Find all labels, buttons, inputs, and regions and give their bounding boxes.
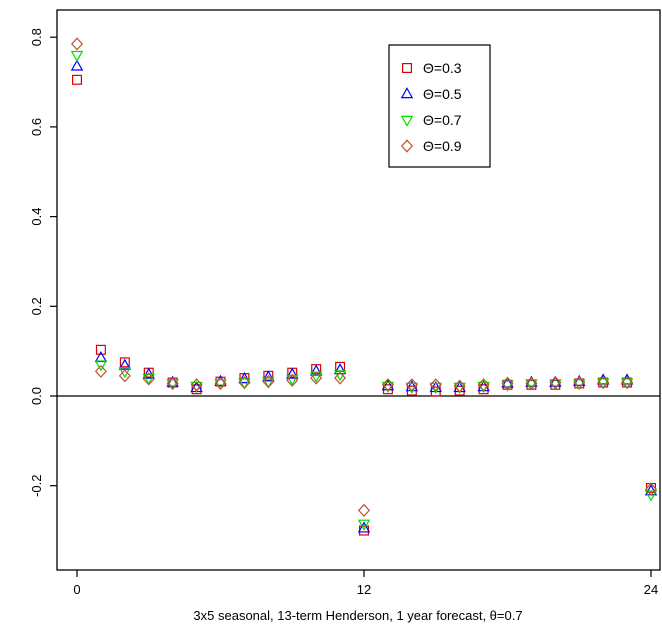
y-tick-label--0.2: -0.2 xyxy=(29,474,44,496)
point-series-2-x9 xyxy=(286,367,299,379)
point-series-2-x11 xyxy=(333,363,347,375)
point-series-4-x23 xyxy=(621,375,634,390)
point-series-3-x6 xyxy=(214,379,227,391)
point-series-3-x1 xyxy=(94,360,108,372)
point-series-4-x19 xyxy=(525,376,538,391)
point-series-2-x3 xyxy=(142,367,155,379)
legend-label-4: Θ=0.9 xyxy=(423,138,462,154)
point-series-3-x24 xyxy=(644,490,658,502)
point-series-4-x14 xyxy=(405,378,418,392)
point-series-3-x16 xyxy=(453,382,466,394)
x-tick-label-24: 24 xyxy=(644,582,658,597)
point-series-4-x2 xyxy=(118,369,131,383)
point-series-2-x2 xyxy=(118,358,132,370)
point-series-4-x9 xyxy=(286,373,299,387)
legend-box xyxy=(388,44,491,168)
point-series-4-x0 xyxy=(70,37,84,51)
legend-marker-2 xyxy=(400,87,414,99)
x-tick-label-0: 0 xyxy=(73,582,80,597)
point-series-3-x8 xyxy=(262,377,275,389)
legend: Θ=0.3 Θ=0.5 Θ=0.7 Θ=0.9 xyxy=(388,44,491,168)
point-series-2-x1 xyxy=(94,350,108,363)
point-series-2-x0 xyxy=(70,59,84,71)
point-series-4-x12 xyxy=(357,503,371,517)
series-2 xyxy=(70,59,658,533)
point-series-2-x8 xyxy=(262,370,275,382)
data-points xyxy=(70,37,658,536)
axes: 0 12 24 -0.2 0.0 0.2 0.4 0.6 0.8 xyxy=(29,28,658,597)
point-series-3-x0 xyxy=(70,50,84,63)
series-3 xyxy=(70,50,658,531)
point-series-2-x10 xyxy=(309,364,323,376)
y-tick-label-0.6: 0.6 xyxy=(29,118,44,136)
point-series-3-x19 xyxy=(525,379,538,391)
point-series-4-x6 xyxy=(214,376,227,391)
plot-frame xyxy=(56,9,661,571)
point-series-1-x2 xyxy=(119,357,130,368)
point-series-3-x22 xyxy=(596,378,610,390)
point-series-3-x23 xyxy=(620,378,634,390)
point-series-4-x18 xyxy=(501,376,514,391)
point-series-2-x18 xyxy=(501,376,514,388)
y-tick-label-0.2: 0.2 xyxy=(29,297,44,315)
legend-label-3: Θ=0.7 xyxy=(423,112,462,128)
point-series-4-x11 xyxy=(334,371,347,385)
series-4 xyxy=(70,37,658,517)
point-series-4-x17 xyxy=(477,378,490,392)
point-series-3-x12 xyxy=(357,519,371,531)
x-axis-label: 3x5 seasonal, 13-term Henderson, 1 year … xyxy=(193,608,522,623)
series-1 xyxy=(71,74,656,536)
y-tick-label-0.4: 0.4 xyxy=(29,208,44,226)
point-series-4-x16 xyxy=(453,379,466,393)
point-series-2-x4 xyxy=(166,375,179,387)
y-tick-label-0.8: 0.8 xyxy=(29,28,44,46)
legend-marker-1 xyxy=(402,62,413,73)
point-series-2-x12 xyxy=(357,521,371,533)
point-series-4-x7 xyxy=(238,375,251,390)
point-series-4-x5 xyxy=(190,378,203,392)
legend-label-2: Θ=0.5 xyxy=(423,86,462,102)
point-series-3-x3 xyxy=(142,373,155,385)
point-series-4-x24 xyxy=(644,482,658,496)
point-series-3-x21 xyxy=(573,379,586,391)
point-series-3-x20 xyxy=(549,379,562,391)
y-tick-label-0: 0.0 xyxy=(29,387,44,405)
point-series-4-x3 xyxy=(142,372,155,386)
point-series-3-x4 xyxy=(166,379,179,391)
point-series-3-x7 xyxy=(238,378,251,390)
point-series-2-x20 xyxy=(549,375,562,387)
point-series-4-x1 xyxy=(94,364,107,378)
point-series-4-x13 xyxy=(381,378,394,392)
legend-label-1: Θ=0.3 xyxy=(423,60,462,76)
point-series-4-x20 xyxy=(549,375,562,390)
legend-marker-3 xyxy=(400,115,414,127)
point-series-4-x10 xyxy=(310,371,323,385)
point-series-4-x8 xyxy=(262,375,275,389)
point-series-4-x21 xyxy=(573,375,586,390)
point-series-2-x7 xyxy=(238,372,251,384)
point-series-1-x1 xyxy=(95,344,106,355)
point-series-2-x21 xyxy=(573,374,586,386)
point-series-1-x0 xyxy=(71,74,82,85)
point-series-4-x22 xyxy=(597,375,610,390)
point-series-2-x19 xyxy=(525,375,538,387)
point-series-4-x4 xyxy=(166,376,179,391)
legend-marker-4 xyxy=(400,139,414,153)
x-tick-label-12: 12 xyxy=(357,582,371,597)
point-series-4-x15 xyxy=(429,378,442,392)
